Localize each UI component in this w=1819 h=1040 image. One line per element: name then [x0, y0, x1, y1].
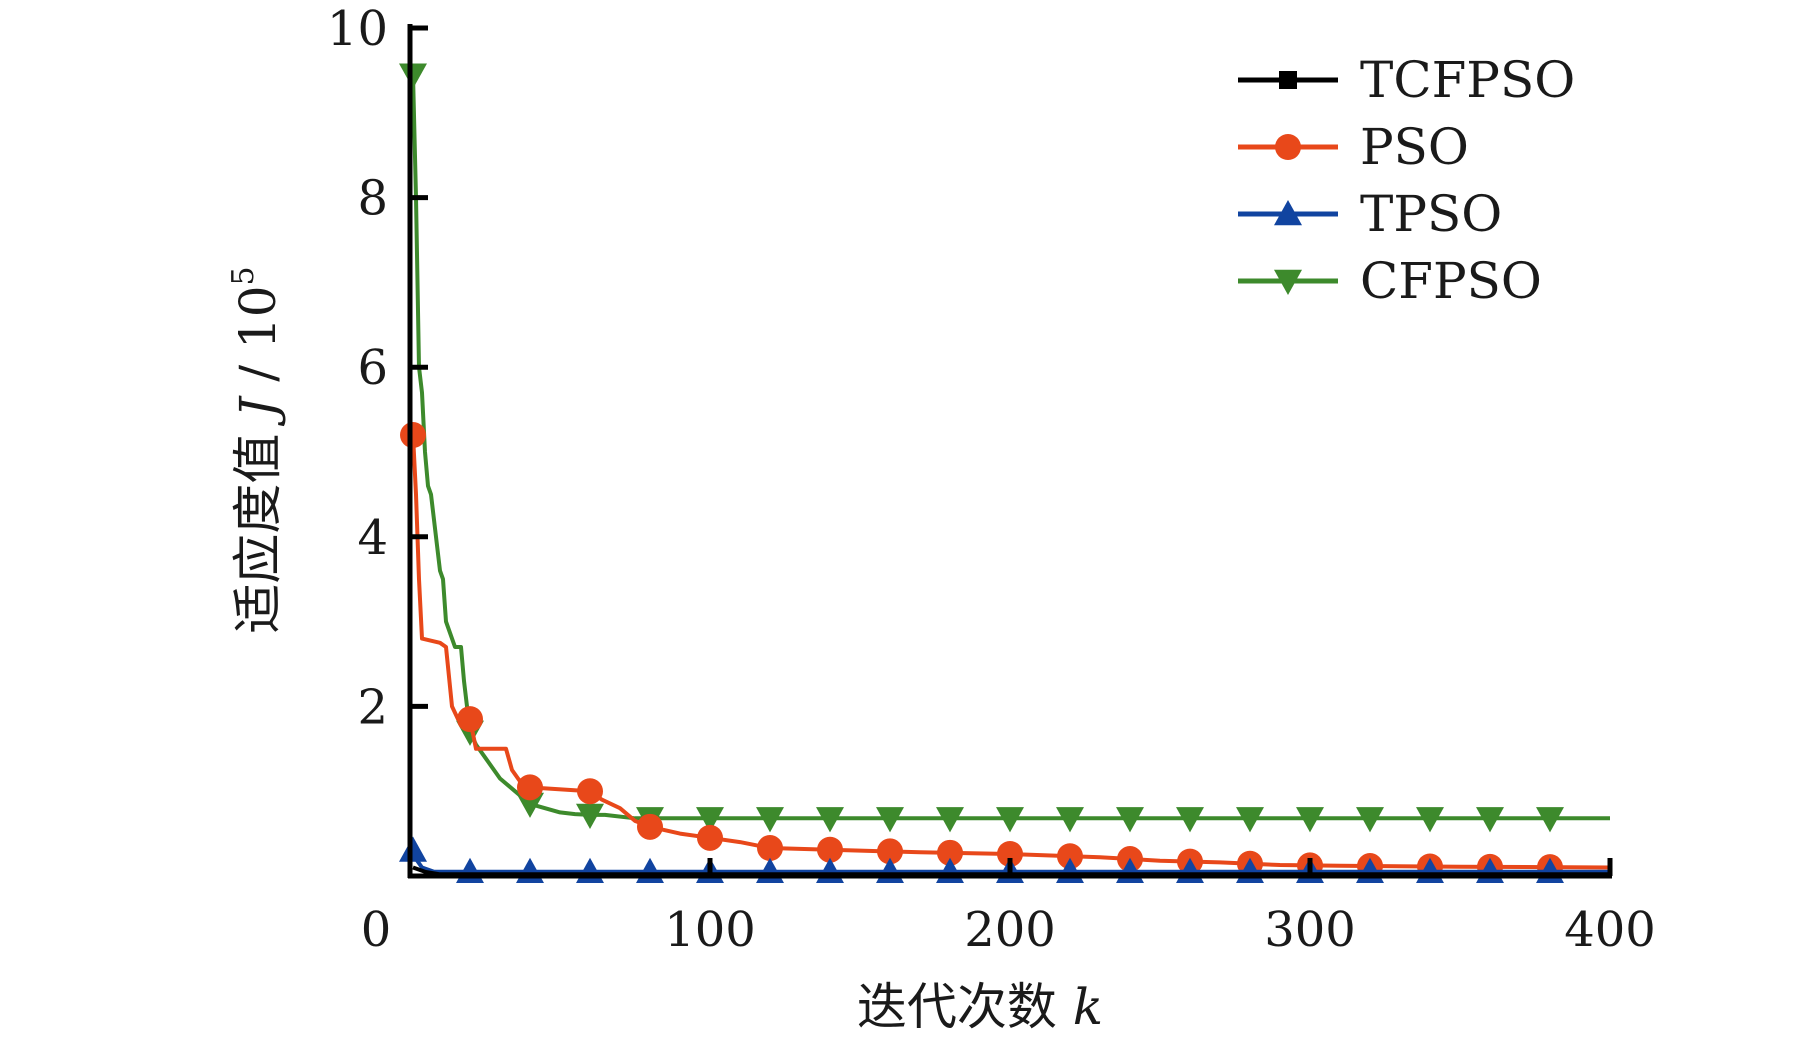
series-marker-pso [697, 824, 723, 851]
y-tick-label: 4 [357, 510, 388, 566]
series-marker-pso [937, 839, 963, 866]
series-marker-pso [1057, 843, 1083, 870]
x-axis-label-symbol: k [1073, 978, 1103, 1036]
legend-swatch-marker [1279, 71, 1297, 89]
series-marker-cfpso [1056, 807, 1084, 833]
series-marker-cfpso [516, 792, 544, 818]
series-marker-cfpso [1236, 807, 1264, 833]
x-axis-label: 迭代次数 k [857, 978, 1103, 1036]
series-marker-pso [400, 422, 426, 449]
series-marker-pso [637, 813, 663, 840]
series-marker-cfpso [1176, 807, 1204, 833]
legend-swatch-marker [1274, 269, 1302, 295]
series-marker-cfpso [399, 63, 427, 89]
series-marker-cfpso [1356, 807, 1384, 833]
y-tick-label: 6 [357, 340, 388, 396]
series-marker-cfpso [1416, 807, 1444, 833]
series-marker-pso [877, 838, 903, 865]
legend-swatch-marker [1275, 134, 1301, 160]
x-axis-label-text: 迭代次数 [857, 978, 1073, 1036]
series-marker-pso [517, 774, 543, 801]
y-axis-label: 适应度值 J / 105 [226, 266, 287, 633]
y-tick-label: 8 [357, 171, 388, 227]
series-marker-pso [577, 778, 603, 805]
y-axis-label-text: 适应度值 [229, 418, 287, 634]
series-marker-cfpso [996, 807, 1024, 833]
legend: TCFPSO PSO TPSO CFPSO [1238, 51, 1575, 310]
legend-item-tcfpso: TCFPSO [1238, 51, 1575, 109]
legend-label: TCFPSO [1360, 51, 1575, 109]
x-tick-label: 0 [361, 902, 392, 958]
y-axis-label-unit: / 10 [229, 285, 287, 397]
y-axis-label-exponent: 5 [226, 266, 261, 285]
series-marker-pso [997, 840, 1023, 867]
series-marker-pso [457, 706, 483, 733]
series-cfpso [399, 63, 1610, 833]
x-tick-label: 100 [664, 902, 756, 958]
x-tick-label: 300 [1264, 902, 1356, 958]
y-tick-label: 2 [357, 679, 388, 735]
series-marker-cfpso [696, 807, 724, 833]
series-marker-cfpso [936, 807, 964, 833]
series-line-cfpso [411, 74, 1610, 821]
series-marker-cfpso [1296, 807, 1324, 833]
legend-item-pso: PSO [1238, 118, 1469, 176]
x-tick-label: 400 [1564, 902, 1656, 958]
legend-label: PSO [1360, 118, 1469, 176]
series-marker-cfpso [816, 807, 844, 833]
legend-label: TPSO [1360, 185, 1502, 243]
legend-swatch-marker [1274, 200, 1302, 226]
y-tick-label: 10 [327, 1, 388, 57]
legend-label: CFPSO [1360, 252, 1542, 310]
series-marker-tpso [399, 836, 427, 862]
series-marker-cfpso [1536, 807, 1564, 833]
series-marker-cfpso [876, 807, 904, 833]
x-tick-label: 200 [964, 902, 1056, 958]
series-marker-cfpso [576, 803, 604, 829]
series-marker-cfpso [1116, 807, 1144, 833]
legend-item-cfpso: CFPSO [1238, 252, 1542, 310]
series-marker-pso [817, 836, 843, 863]
legend-item-tpso: TPSO [1238, 185, 1502, 243]
series-marker-cfpso [756, 807, 784, 833]
series-marker-pso [757, 835, 783, 862]
series-marker-cfpso [1476, 807, 1504, 833]
